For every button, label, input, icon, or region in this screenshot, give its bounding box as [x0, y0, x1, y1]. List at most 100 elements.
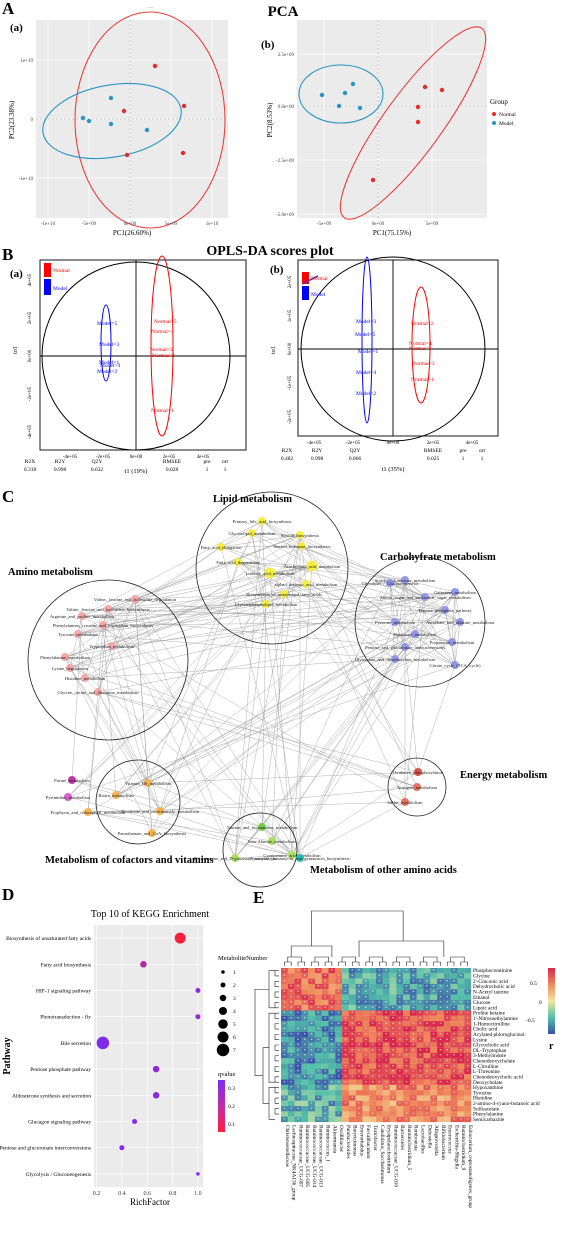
kegg-size-legend-title: MetaboliteNumber [218, 955, 268, 962]
heatmap-cell-mark: * [344, 1027, 346, 1032]
heatmap-cell-mark: * [392, 1096, 394, 1101]
heatmap-cell [314, 1015, 322, 1022]
heatmap-cell [416, 1095, 424, 1101]
heatmap-cell [308, 1079, 316, 1085]
heatmap-cell-mark: * [324, 1005, 326, 1010]
heatmap-cell-mark: * [283, 1032, 285, 1037]
heatmap-cell-mark: * [317, 1048, 319, 1053]
panel-letter-e: E [253, 888, 264, 907]
heatmap-cell [294, 1015, 302, 1022]
heatmap-column-label: Escherichia-Shigella [453, 1125, 459, 1169]
heatmap-cell-mark: * [399, 1021, 401, 1026]
heatmap-cell-mark: * [311, 979, 313, 984]
heatmap-cell [382, 1026, 390, 1032]
heatmap-cell [308, 1116, 316, 1123]
network-edge [134, 598, 153, 834]
heatmap-cell [369, 1015, 377, 1022]
network-node-label: Fatty_acid_elongation [200, 545, 242, 550]
heatmap-dendrogram-branch [365, 961, 373, 966]
svg-text:1: 1 [462, 456, 465, 462]
cluster-circle-carbohydrate [354, 556, 486, 688]
heatmap-dendrogram-branch [419, 961, 428, 966]
heatmap-cell-mark: * [433, 1021, 435, 1026]
oplsda-left-ylabel: to1 [13, 346, 19, 354]
panel-letter-c: C [2, 487, 14, 506]
heatmap-cell [362, 983, 370, 990]
network-edge [251, 532, 301, 536]
svg-text:0.0e+00: 0.0e+00 [278, 105, 295, 110]
heatmap-cell [301, 968, 309, 974]
heatmap-cell-mark: * [433, 1074, 435, 1079]
heatmap-cell [355, 1111, 363, 1117]
network-node-label: Glyoxylate_and_dicarboxylate_metabolism [355, 657, 436, 662]
heatmap-cell-mark: * [378, 1032, 380, 1037]
network-edge [417, 664, 456, 773]
network-nodes: Primary_bile_acid_biosynthesisGlycerolip… [40, 517, 494, 862]
oplsda-left-sublabel: (a) [10, 268, 23, 280]
network-edge [251, 532, 301, 859]
heatmap-cell [423, 978, 431, 985]
heatmap-cell [382, 1021, 390, 1027]
group-label-other-aa: Metabolism of other amino acids [310, 865, 457, 876]
heatmap-cell [416, 1058, 424, 1064]
kegg-size-legend-label: 2 [233, 983, 236, 989]
network-node-label: Citrate_cycle_(TCA_cycle) [429, 663, 480, 668]
heatmap-cell [301, 1037, 309, 1043]
heatmap-cell [403, 983, 411, 990]
heatmap-cell-mark: * [467, 1005, 469, 1010]
heatmap-cell-mark: * [453, 1037, 455, 1042]
network-edge [64, 565, 313, 658]
heatmap-cells: * * * * * * * * * * * * * ** * * * * * * * * ** * * * * * * * * * * * * ** *… [281, 968, 472, 1123]
heatmap-cell [335, 999, 343, 1006]
heatmap-cell-mark: * [419, 984, 421, 989]
heatmap-cell-mark: * [290, 989, 292, 994]
heatmap-row-label: L-Citrulline [473, 1064, 499, 1070]
network-edge [64, 596, 426, 658]
oplsda-right-stats-values: 0.482 0.998 0.866 0.025 1 1 [281, 456, 484, 462]
heatmap-cell [409, 1095, 417, 1101]
heatmap-cell [450, 1047, 458, 1054]
heatmap-cell-mark: * [324, 1112, 326, 1117]
heatmap-cell-mark: * [358, 1064, 360, 1069]
heatmap-dendrogram-branch [351, 961, 360, 966]
heatmap-cell [335, 1015, 343, 1022]
heatmap-cell [308, 968, 316, 974]
heatmap-cell [348, 1100, 356, 1107]
heatmap-cell [287, 1052, 295, 1059]
svg-text:-2.5e+09: -2.5e+09 [276, 159, 294, 164]
heatmap-cell [437, 1116, 444, 1123]
heatmap-cell-mark: * [290, 1000, 292, 1005]
heatmap-cell [355, 1074, 363, 1080]
heatmap-cell [294, 1095, 302, 1101]
heatmap-cell [403, 1100, 411, 1107]
heatmap-cell [335, 1052, 343, 1059]
heatmap-cell-mark: * [324, 1016, 326, 1021]
heatmap-cell [416, 1031, 424, 1038]
network-node [66, 664, 74, 672]
heatmap-cell [409, 1063, 417, 1069]
heatmap-cell [321, 978, 329, 985]
heatmap-cell [294, 983, 302, 990]
heatmap-cell-mark: * [439, 1000, 441, 1005]
heatmap-cell-mark: * [446, 1011, 448, 1016]
network-edge [394, 621, 456, 666]
heatmap-cell [416, 973, 424, 979]
network-edge [220, 532, 253, 548]
heatmap-cell [464, 1090, 472, 1096]
heatmap-cell [409, 1047, 417, 1054]
network-node-label: Pyrimidine_metabolism [46, 795, 91, 800]
heatmap-cell-mark: * [385, 984, 387, 989]
network-edge [102, 593, 285, 626]
heatmap-cell [430, 1068, 438, 1075]
kegg-size-legend-label: 7 [233, 1048, 236, 1054]
svg-text:0.2: 0.2 [228, 1104, 235, 1110]
heatmap-cell [362, 1116, 370, 1123]
heatmap-cell [287, 1021, 295, 1027]
heatmap-cell [416, 1005, 424, 1011]
heatmap-cell [328, 1116, 336, 1123]
heatmap-cell-mark: * [365, 1048, 367, 1053]
heatmap-cell [464, 1021, 472, 1027]
heatmap-cell [308, 983, 316, 990]
heatmap-cell-mark: * [385, 1000, 387, 1005]
svg-text:0: 0 [31, 118, 34, 123]
